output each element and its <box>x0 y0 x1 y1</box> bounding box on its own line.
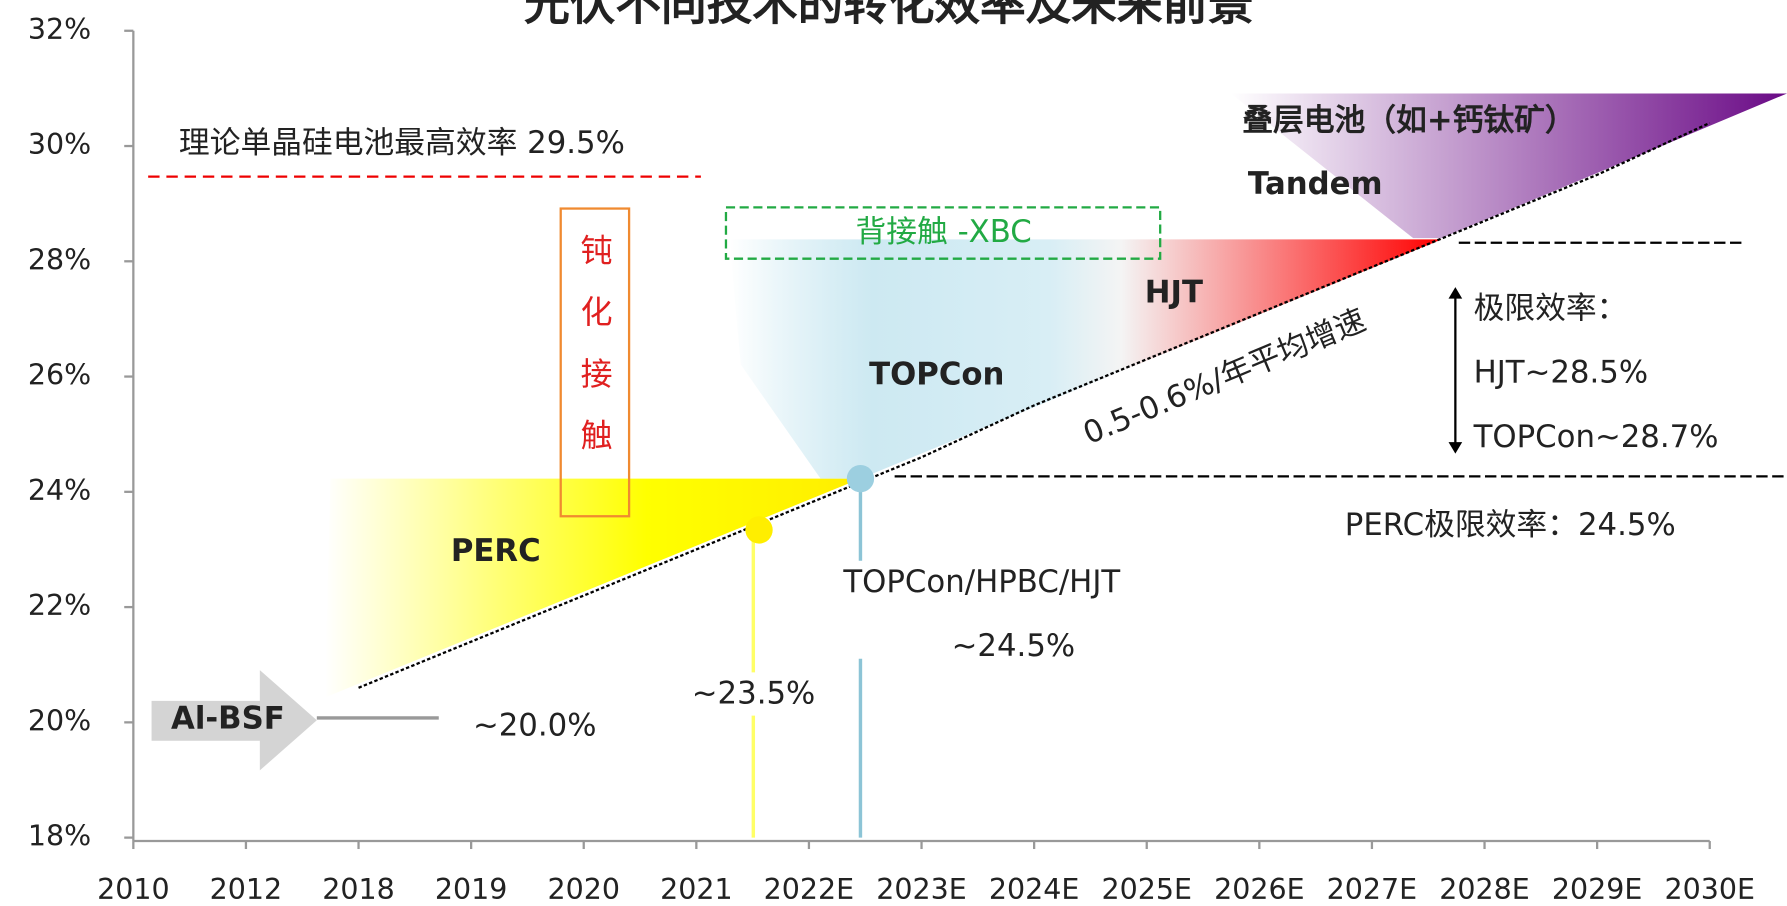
x-tick-label: 2023E <box>876 873 967 906</box>
y-tick-label: 22% <box>28 589 91 622</box>
x-tick-label: 2022E <box>764 873 855 906</box>
arrow-head <box>1448 442 1463 454</box>
perc-dot <box>745 516 773 544</box>
annotation: 叠层电池（如+钙钛矿） <box>1242 102 1575 138</box>
x-tick-label: 2027E <box>1327 873 1418 906</box>
annotation: PERC <box>451 533 541 569</box>
y-tick-label: 32% <box>28 13 91 46</box>
perc-region <box>324 478 861 698</box>
x-tick-label: 2030E <box>1664 873 1755 906</box>
annotation: 理论单晶硅电池最高效率 29.5% <box>179 125 625 161</box>
x-tick-label: 2020 <box>547 873 620 906</box>
x-tick-label: 2024E <box>989 873 1080 906</box>
annotation: Tandem <box>1248 166 1383 202</box>
efficiency-line <box>358 121 1711 689</box>
x-tick-label: 2025E <box>1101 873 1192 906</box>
annotation: ~23.5% <box>692 676 816 712</box>
y-tick-label: 26% <box>28 359 91 392</box>
annotation: HJT <box>1145 275 1203 311</box>
annotation: 背接触 -XBC <box>855 214 1031 250</box>
x-tick-label: 2010 <box>97 873 170 906</box>
annotation: 极限效率： <box>1474 290 1628 326</box>
arrow-head <box>1448 287 1463 299</box>
annotation: TOPCon~28.7% <box>1473 419 1719 455</box>
passivation-box <box>559 207 631 518</box>
x-tick-label: 2018 <box>322 873 395 906</box>
x-tick-label: 2021 <box>660 873 733 906</box>
xbc-box <box>724 206 1162 260</box>
y-tick-label: 28% <box>28 243 91 276</box>
annotation: HJT~28.5% <box>1474 354 1649 390</box>
tandem-region <box>1230 93 1787 239</box>
x-tick-label: 2012 <box>210 873 283 906</box>
topcon-dot <box>846 464 875 493</box>
y-tick-label: 18% <box>28 820 91 853</box>
x-tick-label: 2019 <box>435 873 508 906</box>
topcon-hjt-region <box>729 239 1442 479</box>
x-tick-label: 2029E <box>1552 873 1643 906</box>
x-tick-label: 2028E <box>1439 873 1530 906</box>
albsf-arrow <box>151 670 317 771</box>
annotation: PERC极限效率：24.5% <box>1345 507 1676 543</box>
x-tick-label: 2026E <box>1214 873 1305 906</box>
y-tick-label: 30% <box>28 128 91 161</box>
annotation: TOPCon <box>869 357 1004 393</box>
y-tick-label: 24% <box>28 474 91 507</box>
annotation: Al-BSF <box>171 701 285 737</box>
chart-title: 光伏不同技术的转化效率及未来前景 <box>524 0 1253 30</box>
y-tick-label: 20% <box>28 704 91 737</box>
annotation: TOPCon/HPBC/HJT <box>842 564 1120 600</box>
annotation: ~24.5% <box>952 628 1076 664</box>
annotation: 钝化接触 <box>576 234 614 480</box>
annotation: ~20.0% <box>473 708 597 744</box>
